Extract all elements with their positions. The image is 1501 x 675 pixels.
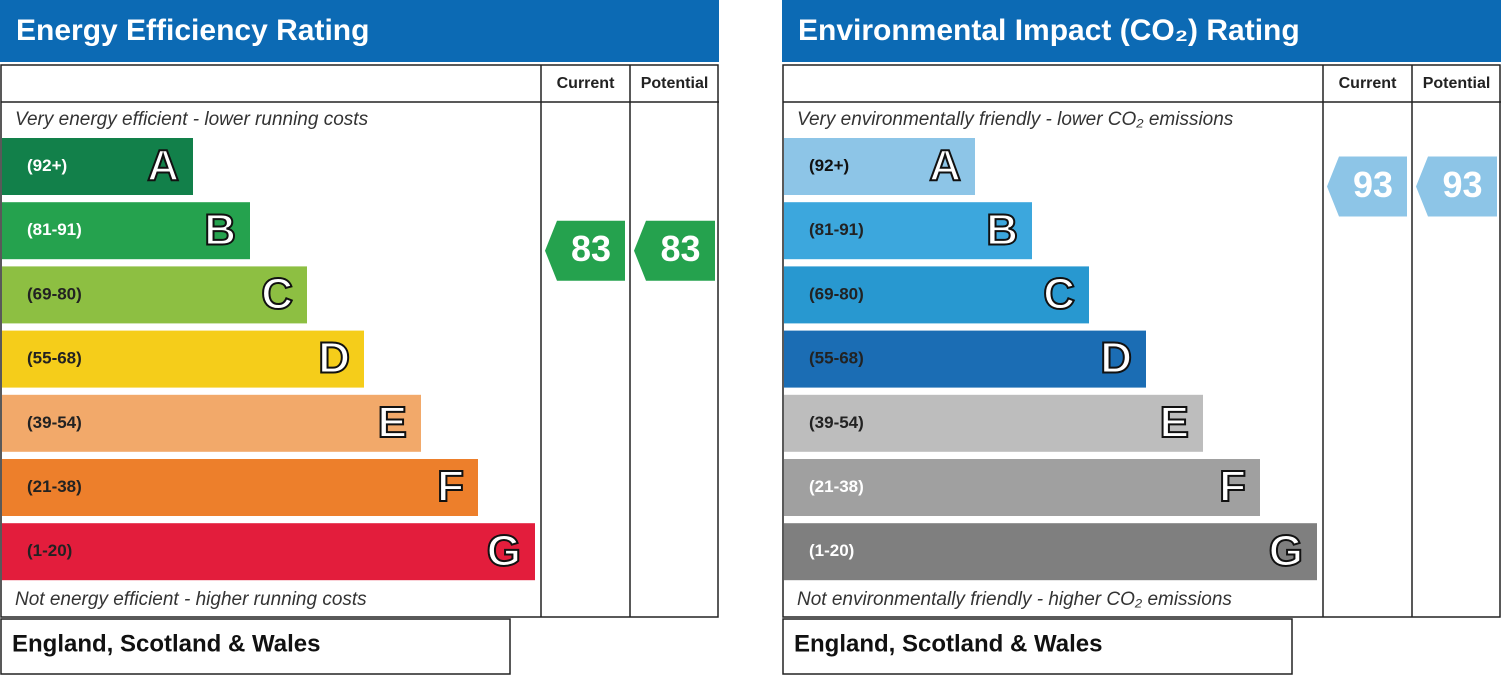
band-letter: E xyxy=(1160,398,1189,447)
rating-band xyxy=(2,202,250,260)
column-header: Potential xyxy=(641,75,709,92)
band-letter: B xyxy=(986,205,1018,254)
rating-band xyxy=(2,330,364,388)
band-letter: D xyxy=(1100,334,1132,383)
bottom-note: Not energy efficient - higher running co… xyxy=(15,589,367,610)
band-range: (21-38) xyxy=(809,477,864,496)
footer: England, Scotland & Wales xyxy=(794,630,1102,657)
band-range: (92+) xyxy=(27,156,67,175)
column-header: Current xyxy=(1339,75,1397,92)
rating-arrow xyxy=(545,220,625,281)
rating-band xyxy=(784,202,1032,260)
title-bar xyxy=(782,0,1501,62)
rating-band xyxy=(2,459,478,516)
rating-band xyxy=(2,394,421,452)
band-range: (1-20) xyxy=(27,541,72,560)
band-range: (55-68) xyxy=(27,349,82,368)
rating-band xyxy=(784,523,1317,581)
band-range: (39-54) xyxy=(27,413,82,432)
rating-value: 83 xyxy=(571,228,611,269)
table-frame xyxy=(782,64,1501,618)
rating-band xyxy=(784,459,1260,516)
rating-value: 83 xyxy=(660,228,700,269)
top-note: Very environmentally friendly - lower CO… xyxy=(797,109,1234,130)
rating-band xyxy=(2,266,307,324)
rating-arrow xyxy=(634,220,715,281)
band-letter: D xyxy=(318,334,350,383)
band-letter: G xyxy=(1269,526,1303,575)
bottom-note: Not environmentally friendly - higher CO… xyxy=(797,589,1232,610)
panel-title: Energy Efficiency Rating xyxy=(16,14,369,47)
band-letter: C xyxy=(261,270,293,319)
band-letter: A xyxy=(929,141,961,190)
rating-band xyxy=(784,394,1203,452)
rating-band xyxy=(2,523,535,581)
band-range: (1-20) xyxy=(809,541,854,560)
rating-value: 93 xyxy=(1442,164,1482,205)
band-range: (81-91) xyxy=(809,220,864,239)
band-letter: A xyxy=(147,141,179,190)
title-bar xyxy=(0,0,719,62)
rating-band xyxy=(784,266,1089,324)
top-note: Very energy efficient - lower running co… xyxy=(15,109,369,130)
band-letter: C xyxy=(1043,270,1075,319)
column-header: Potential xyxy=(1423,75,1491,92)
band-letter: B xyxy=(204,205,236,254)
band-range: (55-68) xyxy=(809,349,864,368)
band-range: (69-80) xyxy=(27,284,82,303)
footer: England, Scotland & Wales xyxy=(12,630,320,657)
band-letter: F xyxy=(1219,462,1246,511)
footer-box xyxy=(0,618,511,675)
rating-arrow xyxy=(1327,156,1407,217)
band-range: (39-54) xyxy=(809,413,864,432)
band-letter: E xyxy=(378,398,407,447)
footer-box xyxy=(782,618,1293,675)
table-frame xyxy=(0,64,719,618)
band-range: (21-38) xyxy=(27,477,82,496)
rating-value: 93 xyxy=(1353,164,1393,205)
rating-band xyxy=(2,138,193,195)
band-letter: G xyxy=(487,526,521,575)
rating-band xyxy=(784,138,975,195)
panel-title: Environmental Impact (CO₂) Rating xyxy=(798,14,1300,47)
band-range: (92+) xyxy=(809,156,849,175)
rating-arrow xyxy=(1416,156,1497,217)
band-letter: F xyxy=(437,462,464,511)
band-range: (69-80) xyxy=(809,284,864,303)
column-header: Current xyxy=(557,75,615,92)
rating-band xyxy=(784,330,1146,388)
band-range: (81-91) xyxy=(27,220,82,239)
